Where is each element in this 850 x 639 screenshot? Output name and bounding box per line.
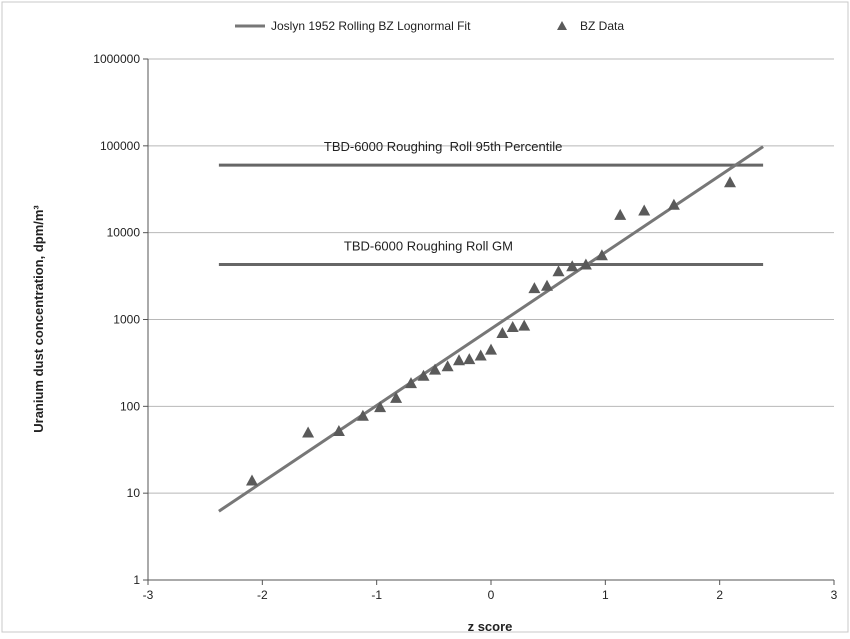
data-point-triangle (579, 258, 592, 270)
x-tick-label: -3 (143, 588, 154, 602)
data-point-triangle (496, 327, 509, 338)
y-axis-title: Uranium dust concentration, dpm/m³ (31, 205, 46, 433)
data-point-triangle (405, 377, 417, 389)
data-point-triangle (724, 176, 736, 188)
data-point-triangle (566, 260, 579, 272)
data-point-triangle (390, 391, 403, 403)
x-tick-label: -2 (257, 588, 268, 602)
legend-fit-label: Joslyn 1952 Rolling BZ Lognormal Fit (271, 19, 471, 33)
data-point-triangle (485, 343, 497, 355)
y-tick-label: 1000 (113, 313, 140, 327)
y-tick-label: 100 (120, 399, 140, 413)
y-tick-label: 1 (133, 573, 140, 587)
legend-triangle-icon (557, 21, 567, 30)
y-tick-label: 10000 (107, 226, 141, 240)
data-point-triangle (246, 474, 258, 486)
x-tick-label: 3 (831, 588, 838, 602)
series-layer (218, 145, 764, 513)
data-point-triangle (474, 349, 487, 361)
legend-data-label: BZ Data (580, 19, 624, 33)
y-tick-label: 10 (127, 486, 141, 500)
x-tick-label: 2 (716, 588, 723, 602)
data-point-triangle (506, 321, 519, 332)
x-tick-label: 1 (602, 588, 609, 602)
data-point-triangle (374, 401, 387, 413)
data-point-triangle (541, 279, 553, 291)
data-point-triangle (638, 204, 651, 216)
reference-line-label: TBD-6000 Roughing Roll GM (344, 238, 513, 253)
data-point-triangle (453, 354, 465, 366)
y-tick-label: 100000 (100, 139, 140, 153)
reference-lines: TBD-6000 Roughing Roll 95th Percentile TB… (218, 139, 764, 266)
reference-line-label: TBD-6000 Roughing Roll 95th Percentile (324, 139, 562, 154)
data-point-triangle (518, 319, 531, 331)
data-point-triangle (528, 282, 541, 294)
data-point-triangle (356, 409, 369, 421)
x-tick-label: -1 (371, 588, 382, 602)
data-point-triangle (441, 360, 454, 372)
data-point-triangle (595, 249, 608, 261)
axes: 1 10 100 1000 10000 100000 1000000 -3 -2 -1 0 1 2 3 (93, 52, 837, 602)
data-point-triangle (417, 369, 430, 381)
data-point-triangle (614, 208, 627, 220)
data-point-triangle (667, 198, 680, 210)
data-point-triangle (332, 425, 345, 436)
x-axis-title: z score (468, 619, 513, 634)
y-tick-label: 1000000 (93, 52, 140, 66)
data-point-triangle (463, 353, 476, 365)
data-point-triangle (552, 265, 565, 277)
data-point-triangle (429, 363, 441, 375)
x-tick-label: 0 (488, 588, 495, 602)
legend: Joslyn 1952 Rolling BZ Lognormal Fit BZ … (235, 19, 624, 33)
data-point-triangle (302, 426, 315, 438)
